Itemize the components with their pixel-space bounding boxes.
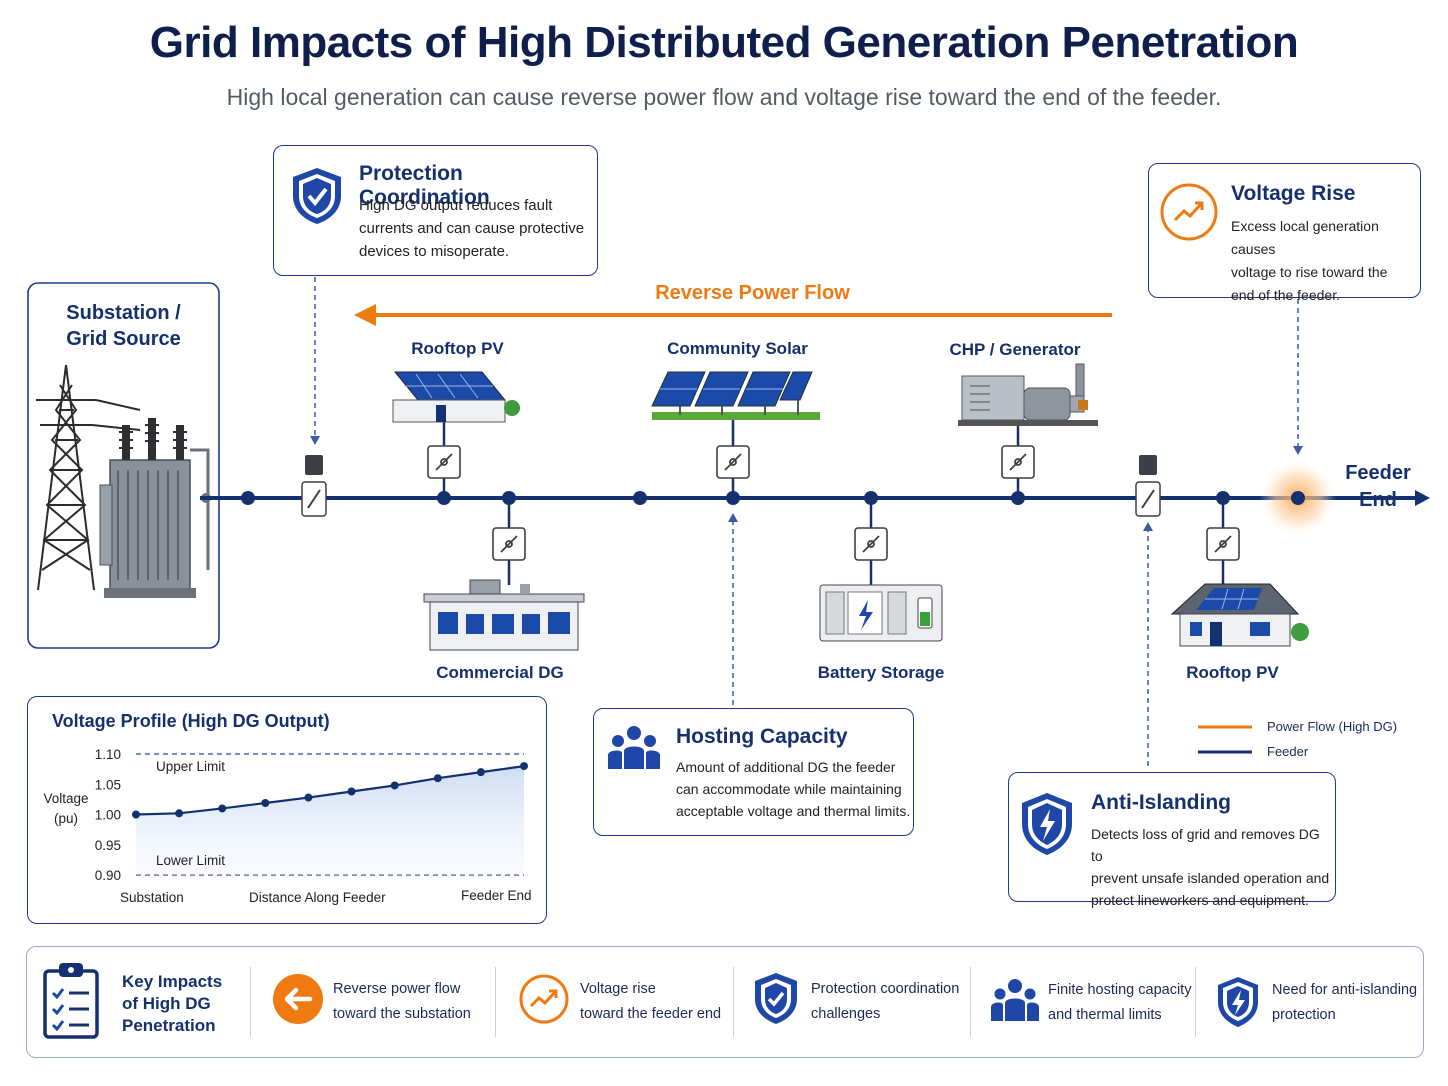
- transmission-tower-icon: [36, 364, 141, 591]
- y-tick-label: 0.95: [95, 838, 121, 853]
- divider: [495, 967, 496, 1037]
- switch-icons: [427, 445, 1240, 561]
- clipboard-checklist-icon: [43, 963, 99, 1039]
- legend-power-flow-label: Power Flow (High DG): [1267, 719, 1398, 734]
- feeder-end-label: Feeder End: [1345, 462, 1411, 511]
- y-tick-label: 0.90: [95, 868, 121, 883]
- substation-label: Substation / Grid Source: [66, 302, 181, 350]
- voltage-point: [132, 810, 140, 819]
- key-impacts-bar: Key Impacts of High DG Penetration Rever…: [26, 946, 1424, 1058]
- voltage-point: [261, 799, 270, 808]
- commercial-dg-label: Commercial DG: [436, 663, 564, 682]
- reverse-flow-label: Reverse Power Flow: [655, 282, 850, 304]
- shield-check-icon: [755, 973, 797, 1024]
- voltage-rise-card-body: Excess local generation causes voltage t…: [1231, 218, 1388, 303]
- rooftop-pv-end-label: Rooftop PV: [1186, 663, 1279, 682]
- protection-device-icon: [301, 455, 327, 517]
- impact-hosting-text: Finite hosting capacity and thermal limi…: [1048, 982, 1192, 1023]
- hosting-card-body: Amount of additional DG the feeder can a…: [676, 759, 911, 819]
- voltage-point: [476, 768, 485, 777]
- upper-limit-label: Upper Limit: [156, 759, 226, 774]
- trend-up-icon: [519, 974, 569, 1024]
- impact-protection-text: Protection coordination challenges: [811, 981, 960, 1022]
- people-icon: [991, 979, 1039, 1021]
- voltage-profile-card: Voltage Profile (High DG Output) 1.10 1.0…: [27, 696, 547, 924]
- transformer-icon: [99, 418, 211, 598]
- battery-storage-label: Battery Storage: [817, 663, 945, 682]
- shield-check-icon: [293, 168, 341, 224]
- voltage-point: [175, 809, 184, 818]
- voltage-point: [304, 793, 313, 802]
- rooftop-pv-label: Rooftop PV: [411, 339, 504, 358]
- divider: [733, 967, 734, 1037]
- divider: [250, 967, 251, 1037]
- chp-generator-label: CHP / Generator: [949, 340, 1081, 359]
- recloser-icon: [1135, 455, 1161, 517]
- page-subtitle: High local generation can cause reverse …: [226, 84, 1222, 110]
- chart-title: Voltage Profile (High DG Output): [52, 711, 330, 731]
- hosting-capacity-card: Hosting Capacity Amount of additional DG…: [593, 708, 914, 836]
- community-solar-label: Community Solar: [667, 339, 808, 358]
- trend-up-icon: [1160, 183, 1218, 241]
- y-tick-label: 1.10: [95, 747, 121, 762]
- y-tick-label: 1.00: [95, 808, 121, 823]
- divider: [1195, 967, 1196, 1037]
- feeder-end-arrow-icon: [1415, 490, 1430, 506]
- people-icon: [608, 726, 660, 769]
- lower-limit-label: Lower Limit: [156, 853, 226, 868]
- voltage-line: [135, 765, 525, 816]
- rooftop-pv-house-icon: [392, 371, 520, 423]
- protection-coordination-card: Protection Coordination High DG output r…: [273, 145, 598, 276]
- page-title: Grid Impacts of High Distributed Generat…: [149, 18, 1299, 67]
- impact-voltage-rise-text: Voltage rise toward the feeder end: [580, 981, 722, 1022]
- left-arrow-icon: [273, 974, 323, 1024]
- voltage-point: [390, 781, 399, 790]
- key-impacts-heading: Key Impacts of High DG Penetration: [122, 972, 223, 1035]
- shield-bolt-icon: [1218, 977, 1258, 1027]
- chart-ylabel: Voltage (pu): [43, 791, 89, 826]
- x-label-distance: Distance Along Feeder: [249, 890, 386, 905]
- voltage-rise-card: Voltage Rise Excess local generation cau…: [1148, 163, 1421, 303]
- voltage-area: [136, 766, 524, 875]
- anti-islanding-card: Anti-Islanding Detects loss of grid and …: [1008, 772, 1336, 908]
- voltage-rise-card-title: Voltage Rise: [1231, 182, 1356, 205]
- voltage-point: [433, 774, 442, 783]
- community-solar-icon: [651, 371, 820, 420]
- shield-bolt-icon: [1022, 793, 1072, 855]
- voltage-point: [218, 804, 227, 813]
- voltage-profile-chart: 1.10 1.05 1.00 0.95 0.90: [95, 747, 528, 883]
- impact-reverse-flow-text: Reverse power flow toward the substation: [333, 981, 471, 1022]
- voltage-point: [347, 787, 356, 796]
- commercial-building-icon: [423, 579, 585, 651]
- protection-card-body: High DG output reduces fault currents an…: [359, 197, 585, 260]
- anti-islanding-card-title: Anti-Islanding: [1091, 791, 1231, 814]
- reverse-flow-arrowhead-icon: [354, 304, 376, 326]
- impact-anti-islanding-text: Need for anti-islanding protection: [1272, 982, 1418, 1023]
- voltage-point: [520, 762, 528, 771]
- y-tick-label: 1.05: [95, 777, 121, 792]
- hosting-card-title: Hosting Capacity: [676, 725, 848, 748]
- x-label-feeder-end: Feeder End: [461, 888, 532, 903]
- legend-feeder-label: Feeder: [1267, 744, 1309, 759]
- battery-storage-icon: [819, 584, 943, 642]
- chp-generator-icon: [958, 363, 1098, 426]
- x-label-substation: Substation: [120, 890, 184, 905]
- divider: [970, 967, 971, 1037]
- anti-islanding-card-body: Detects loss of grid and removes DG to p…: [1091, 826, 1330, 908]
- protection-card-title: Protection Coordination: [359, 162, 490, 209]
- rooftop-pv-house-icon-2: [1170, 583, 1309, 647]
